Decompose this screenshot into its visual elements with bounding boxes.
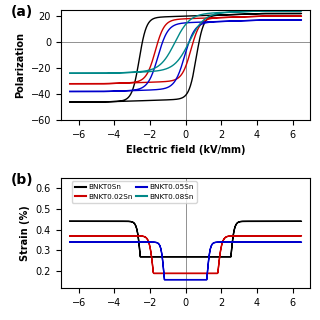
- Text: (b): (b): [11, 173, 34, 187]
- X-axis label: Electric field (kV/mm): Electric field (kV/mm): [126, 145, 245, 155]
- Text: (a): (a): [11, 5, 33, 19]
- Legend: BNKT0Sn, BNKT0.02Sn, BNKT0.05Sn, BNKT0.08Sn: BNKT0Sn, BNKT0.02Sn, BNKT0.05Sn, BNKT0.0…: [72, 181, 197, 203]
- Y-axis label: Strain (%): Strain (%): [20, 205, 30, 260]
- Y-axis label: Polarization: Polarization: [15, 32, 25, 98]
